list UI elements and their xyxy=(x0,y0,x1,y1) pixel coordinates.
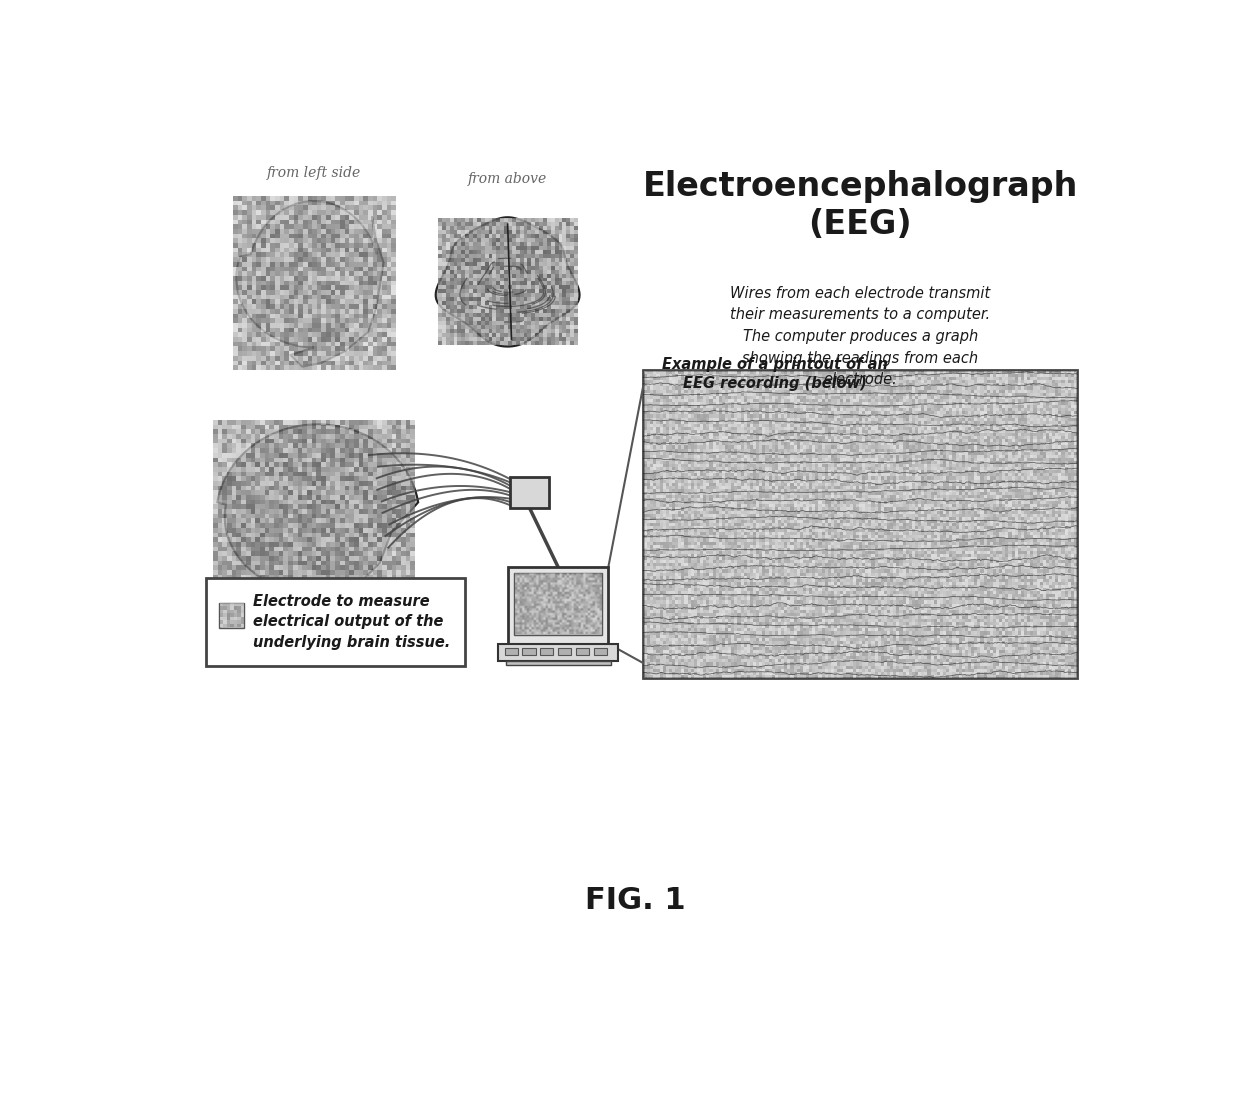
Bar xyxy=(594,648,606,656)
Polygon shape xyxy=(237,201,383,367)
FancyBboxPatch shape xyxy=(206,579,465,666)
Text: Wires from each electrode transmit
their measurements to a computer.
The compute: Wires from each electrode transmit their… xyxy=(730,285,991,388)
Text: from above: from above xyxy=(467,171,547,186)
Bar xyxy=(506,661,611,665)
Text: Electrode to measure
electrical output of the
underlying brain tissue.: Electrode to measure electrical output o… xyxy=(253,594,450,650)
Polygon shape xyxy=(435,217,579,347)
Text: FIG. 1: FIG. 1 xyxy=(585,886,686,916)
Polygon shape xyxy=(217,424,418,594)
Text: Electroencephalograph
(EEG): Electroencephalograph (EEG) xyxy=(642,170,1078,242)
Bar xyxy=(575,648,589,656)
Bar xyxy=(219,603,244,628)
Text: Example of a printout of an
EEG recording (below): Example of a printout of an EEG recordin… xyxy=(662,357,888,391)
Bar xyxy=(558,648,572,656)
Bar xyxy=(505,648,518,656)
Bar xyxy=(507,567,609,643)
Bar xyxy=(644,370,1078,679)
Bar xyxy=(541,648,553,656)
Bar xyxy=(498,643,619,661)
Bar xyxy=(510,477,549,507)
Bar xyxy=(522,648,536,656)
Bar xyxy=(513,573,603,635)
Text: from left side: from left side xyxy=(267,167,361,180)
